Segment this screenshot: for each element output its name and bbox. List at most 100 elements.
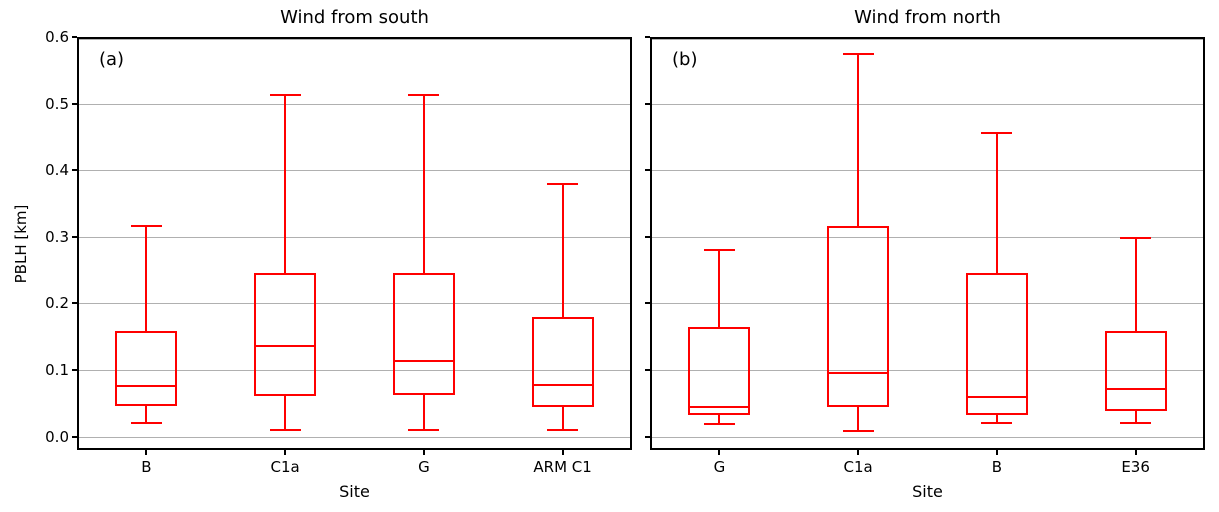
upper-whisker-cap: [408, 93, 440, 96]
x-tick-mark: [718, 450, 721, 455]
grid-line: [79, 236, 630, 238]
y-tick-mark: [72, 302, 77, 305]
panel-b-letter: (b): [672, 49, 698, 70]
y-tick-mark: [72, 235, 77, 238]
lower-whisker-cap: [130, 422, 162, 425]
lower-whisker-cap: [981, 422, 1013, 425]
grid-line: [652, 170, 1203, 172]
y-tick-mark: [645, 36, 650, 38]
x-tick-mark: [1134, 450, 1137, 455]
lower-whisker: [145, 406, 148, 424]
y-tick-mark: [72, 102, 77, 105]
panel-b-title: Wind from north: [854, 7, 1001, 28]
y-tick-mark: [645, 369, 650, 372]
upper-whisker: [995, 132, 998, 274]
x-tick-label: ARM C1: [533, 458, 592, 476]
iqr-box: [827, 226, 890, 407]
upper-whisker: [1134, 237, 1137, 331]
grid-line: [79, 170, 630, 172]
panel-b-axes: (b): [650, 37, 1205, 450]
median-line: [827, 372, 890, 375]
median-line: [254, 345, 317, 348]
x-tick-label: C1a: [270, 458, 300, 476]
lower-whisker: [422, 395, 425, 430]
upper-whisker-cap: [547, 183, 579, 186]
grid-line: [79, 103, 630, 105]
lower-whisker-cap: [703, 423, 735, 426]
grid-line: [79, 39, 630, 40]
lower-whisker: [995, 414, 998, 424]
x-tick-label: G: [713, 458, 726, 476]
y-tick-mark: [72, 36, 77, 38]
x-tick-mark: [857, 450, 860, 455]
upper-whisker-cap: [269, 93, 301, 96]
y-tick-label: 0.5: [45, 94, 69, 113]
iqr-box: [115, 331, 178, 407]
upper-whisker: [718, 250, 721, 327]
upper-whisker-cap: [981, 131, 1013, 134]
y-tick-mark: [72, 435, 77, 438]
panel-a-title: Wind from south: [280, 7, 429, 28]
upper-whisker: [857, 54, 860, 227]
grid-line: [652, 303, 1203, 305]
x-tick-mark: [284, 450, 287, 455]
y-tick-mark: [645, 435, 650, 438]
x-tick-mark: [145, 450, 148, 455]
iqr-box: [1104, 330, 1167, 412]
iqr-box: [531, 316, 594, 408]
grid-line: [79, 436, 630, 438]
upper-whisker-cap: [842, 53, 874, 56]
iqr-box: [254, 273, 317, 397]
median-line: [392, 360, 455, 363]
y-tick-label: 0.1: [45, 361, 69, 380]
x-tick-label: B: [991, 458, 1003, 476]
median-line: [531, 384, 594, 387]
y-tick-label: 0.4: [45, 161, 69, 180]
grid-line: [652, 39, 1203, 40]
y-tick-label: 0.3: [45, 227, 69, 246]
x-tick-mark: [561, 450, 564, 455]
lower-whisker: [284, 396, 287, 430]
y-tick-label: 0.6: [45, 28, 69, 46]
median-line: [965, 395, 1028, 398]
y-tick-mark: [645, 302, 650, 305]
x-tick-label: B: [141, 458, 152, 476]
y-tick-mark: [645, 169, 650, 172]
x-tick-label: G: [418, 458, 430, 476]
lower-whisker-cap: [408, 429, 440, 432]
lower-whisker: [1134, 411, 1137, 424]
upper-whisker: [561, 184, 564, 317]
lower-whisker-cap: [842, 429, 874, 432]
upper-whisker-cap: [130, 224, 162, 227]
upper-whisker-cap: [1120, 236, 1152, 239]
y-tick-mark: [645, 235, 650, 238]
grid-line: [79, 303, 630, 305]
iqr-box: [392, 273, 455, 396]
panel-a-letter: (a): [99, 49, 125, 70]
panel-b-xaxis-label: Site: [912, 482, 943, 501]
y-tick-label: 0.0: [45, 427, 69, 446]
y-tick-label: 0.2: [45, 294, 69, 313]
grid-line: [652, 436, 1203, 438]
x-tick-mark: [422, 450, 425, 455]
lower-whisker-cap: [547, 429, 579, 432]
upper-whisker: [284, 94, 287, 274]
x-tick-label: C1a: [843, 458, 873, 476]
iqr-box: [688, 326, 751, 416]
lower-whisker: [561, 407, 564, 430]
iqr-box: [965, 273, 1028, 415]
upper-whisker-cap: [703, 249, 735, 252]
y-tick-mark: [645, 102, 650, 105]
median-line: [1104, 387, 1167, 390]
upper-whisker: [145, 225, 148, 332]
lower-whisker-cap: [269, 429, 301, 432]
x-tick-label: E36: [1121, 458, 1150, 476]
grid-line: [652, 236, 1203, 238]
median-line: [115, 385, 178, 388]
grid-line: [652, 370, 1203, 372]
y-tick-mark: [72, 369, 77, 372]
lower-whisker: [718, 415, 721, 425]
grid-line: [79, 370, 630, 372]
panel-a-axes: (a): [77, 37, 632, 450]
